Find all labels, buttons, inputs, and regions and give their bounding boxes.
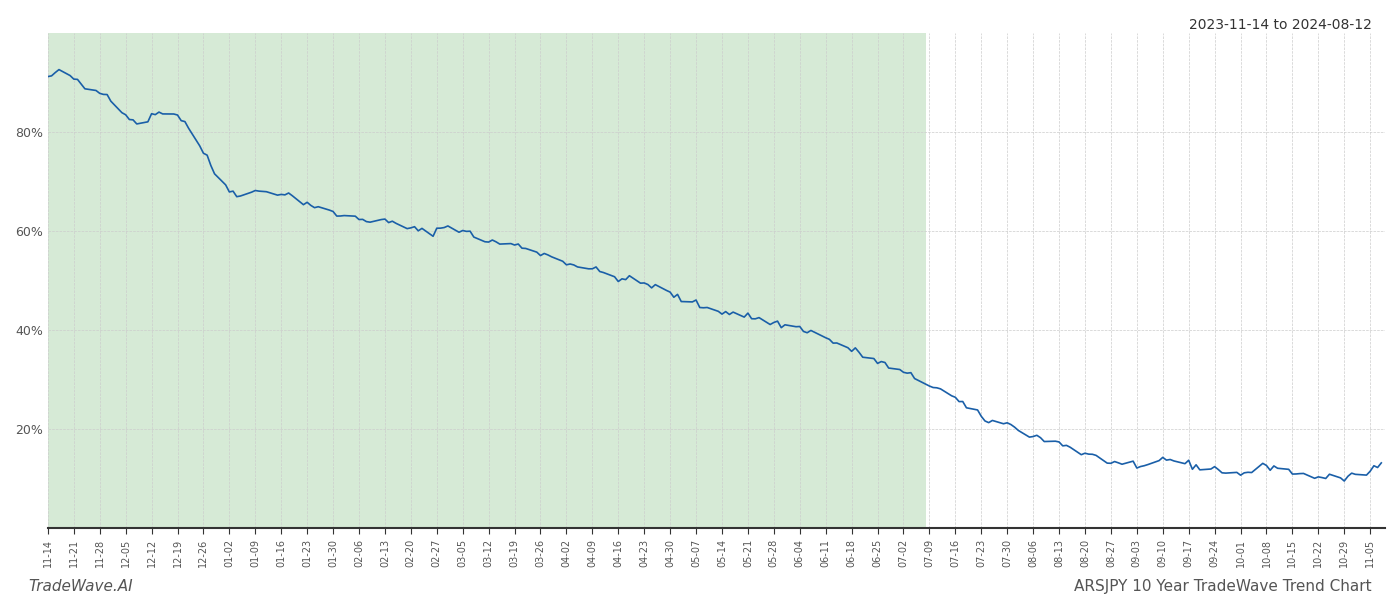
Text: ARSJPY 10 Year TradeWave Trend Chart: ARSJPY 10 Year TradeWave Trend Chart xyxy=(1074,579,1372,594)
Text: TradeWave.AI: TradeWave.AI xyxy=(28,579,133,594)
Bar xyxy=(48,33,925,528)
Text: 2023-11-14 to 2024-08-12: 2023-11-14 to 2024-08-12 xyxy=(1189,18,1372,32)
